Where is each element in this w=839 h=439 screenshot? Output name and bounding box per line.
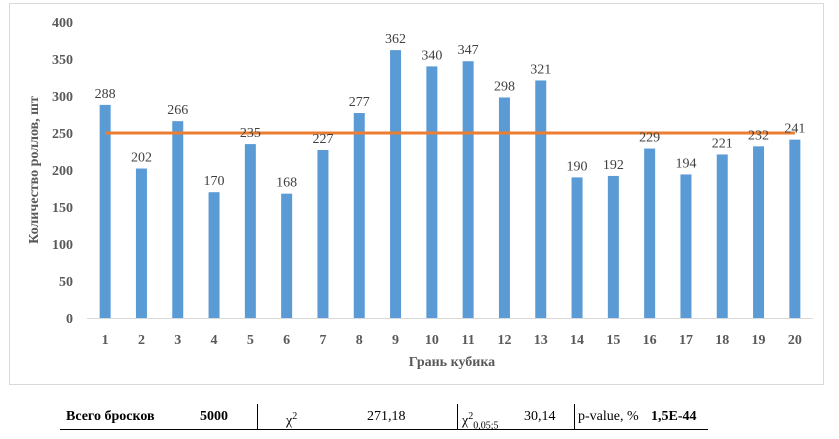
x-tick-label: 15 xyxy=(606,333,620,348)
data-label: 298 xyxy=(494,79,515,94)
y-axis-title: Количество роллов, шт xyxy=(27,96,42,244)
x-tick-label: 6 xyxy=(283,333,290,348)
data-label: 362 xyxy=(385,32,406,47)
data-label: 266 xyxy=(167,103,188,118)
chi2-label: χ2 xyxy=(286,404,297,430)
bar xyxy=(426,66,438,319)
data-label: 288 xyxy=(95,87,116,102)
bar xyxy=(281,193,293,318)
data-label: 202 xyxy=(131,151,152,166)
statistics-table: Всего бросков 5000 χ2 271,18 χ20,05;5 30… xyxy=(60,404,708,432)
chart-frame: 0 50 100 150 200 250 300 350 400 1 2 3 4 5 6 7 8 9 10 11 12 1… xyxy=(9,3,824,385)
data-label: 340 xyxy=(421,48,442,63)
bar xyxy=(607,175,619,318)
bar xyxy=(535,80,547,319)
data-label: 232 xyxy=(748,128,769,143)
x-axis-title: Грань кубика xyxy=(409,355,495,370)
x-tick-label: 11 xyxy=(462,333,475,348)
bar xyxy=(317,150,329,318)
data-label: 321 xyxy=(530,62,551,77)
data-label: 194 xyxy=(675,156,696,171)
separator xyxy=(257,404,258,430)
bar xyxy=(208,192,220,318)
data-label: 227 xyxy=(312,132,333,147)
table-bottom-rule xyxy=(60,429,708,430)
x-tick-label: 1 xyxy=(102,333,109,348)
data-label: 241 xyxy=(784,122,805,137)
data-label: 221 xyxy=(712,136,733,151)
bar xyxy=(571,177,583,318)
chi2-critical-subscript: 0,05;5 xyxy=(473,420,499,432)
x-tick-label: 20 xyxy=(788,333,802,348)
y-tick-label: 200 xyxy=(52,164,73,179)
x-tick-label: 17 xyxy=(679,333,693,348)
bar xyxy=(644,148,656,318)
bar xyxy=(353,113,365,319)
bar xyxy=(390,50,402,319)
x-tick-label: 16 xyxy=(643,333,657,348)
chi2-critical-superscript: 2 xyxy=(468,411,474,422)
x-tick-label: 14 xyxy=(570,333,584,348)
p-value-label: p-value, % xyxy=(578,409,639,424)
data-label: 235 xyxy=(240,126,261,141)
bars-group xyxy=(99,50,801,319)
data-label: 190 xyxy=(567,159,588,174)
x-tick-label: 4 xyxy=(211,333,218,348)
x-tick-label: 3 xyxy=(174,333,181,348)
bar xyxy=(172,121,184,318)
p-value-value: 1,5E-44 xyxy=(651,409,697,424)
chi2-value: 271,18 xyxy=(367,409,406,424)
data-label: 277 xyxy=(349,95,370,110)
total-throws-value: 5000 xyxy=(200,409,228,424)
data-label: 229 xyxy=(639,131,660,146)
bar xyxy=(462,61,474,318)
x-tick-label: 8 xyxy=(356,333,363,348)
bar xyxy=(716,154,728,318)
chi2-superscript: 2 xyxy=(292,411,298,422)
data-labels-group: 288 202 266 170 235 168 227 277 362 340 347 298 321 1… xyxy=(95,32,806,191)
chi2-critical-symbol: χ xyxy=(462,413,469,429)
data-label: 347 xyxy=(458,43,479,58)
y-tick-label: 0 xyxy=(66,312,73,327)
separator xyxy=(574,404,575,430)
y-tick-label: 50 xyxy=(59,275,73,290)
y-tick-label: 150 xyxy=(52,201,73,216)
x-tick-label: 10 xyxy=(425,333,439,348)
bar xyxy=(498,97,510,318)
y-tick-label: 350 xyxy=(52,53,73,68)
y-tick-label: 400 xyxy=(52,16,73,31)
y-tick-label: 250 xyxy=(52,127,73,142)
data-label: 170 xyxy=(204,174,225,189)
x-tick-label: 19 xyxy=(752,333,766,348)
bar xyxy=(789,139,801,318)
chi2-critical-value: 30,14 xyxy=(524,409,556,424)
bar xyxy=(244,144,256,318)
data-label: 168 xyxy=(276,176,297,191)
bar xyxy=(753,146,765,318)
bar xyxy=(680,174,692,318)
x-tick-label: 18 xyxy=(715,333,729,348)
bar xyxy=(135,168,147,318)
chi2-critical-label: χ20,05;5 xyxy=(462,404,499,432)
x-tick-label: 7 xyxy=(319,333,326,348)
data-label: 192 xyxy=(603,158,624,173)
total-throws-label: Всего бросков xyxy=(66,409,155,424)
bar xyxy=(99,104,111,318)
x-tick-label: 5 xyxy=(247,333,254,348)
x-tick-label: 12 xyxy=(497,333,511,348)
separator xyxy=(457,404,458,430)
x-tick-label: 2 xyxy=(138,333,145,348)
y-tick-label: 300 xyxy=(52,90,73,105)
chi2-symbol: χ xyxy=(286,413,293,429)
x-tick-label: 9 xyxy=(392,333,399,348)
y-tick-label: 100 xyxy=(52,238,73,253)
x-tick-label: 13 xyxy=(534,333,548,348)
